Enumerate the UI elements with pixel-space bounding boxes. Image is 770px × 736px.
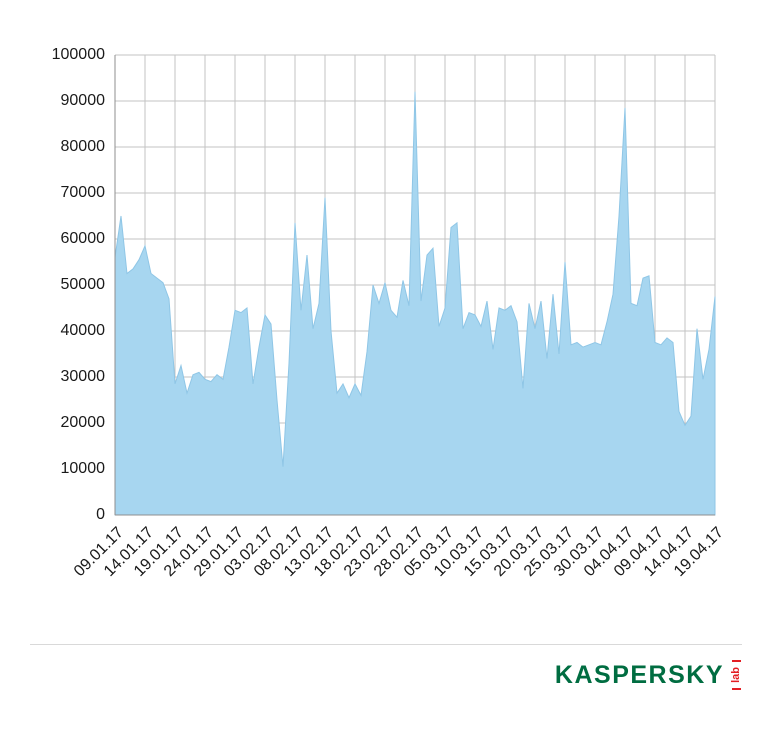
y-tick-label: 20000: [60, 414, 106, 431]
y-tick-label: 90000: [60, 92, 106, 109]
brand-wordmark: KASPERSKY: [554, 661, 724, 689]
y-tick-label: 40000: [60, 322, 106, 339]
y-tick-label: 70000: [60, 184, 106, 201]
brand-sub: lab: [730, 667, 742, 683]
y-tick-label: 50000: [60, 276, 106, 293]
brand-logo: KASPERSKY lab: [555, 660, 742, 690]
y-tick-label: 100000: [51, 46, 105, 63]
footer-divider: [30, 644, 742, 645]
y-tick-label: 60000: [60, 230, 106, 247]
y-tick-label: 80000: [60, 138, 106, 155]
lab-bottom-line: [732, 688, 741, 690]
lab-top-line: [732, 660, 741, 662]
y-tick-label: 0: [96, 506, 105, 523]
area-chart: [114, 54, 716, 516]
brand-lab-mark: lab: [730, 660, 742, 690]
y-tick-label: 30000: [60, 368, 106, 385]
y-tick-label: 10000: [60, 460, 106, 477]
